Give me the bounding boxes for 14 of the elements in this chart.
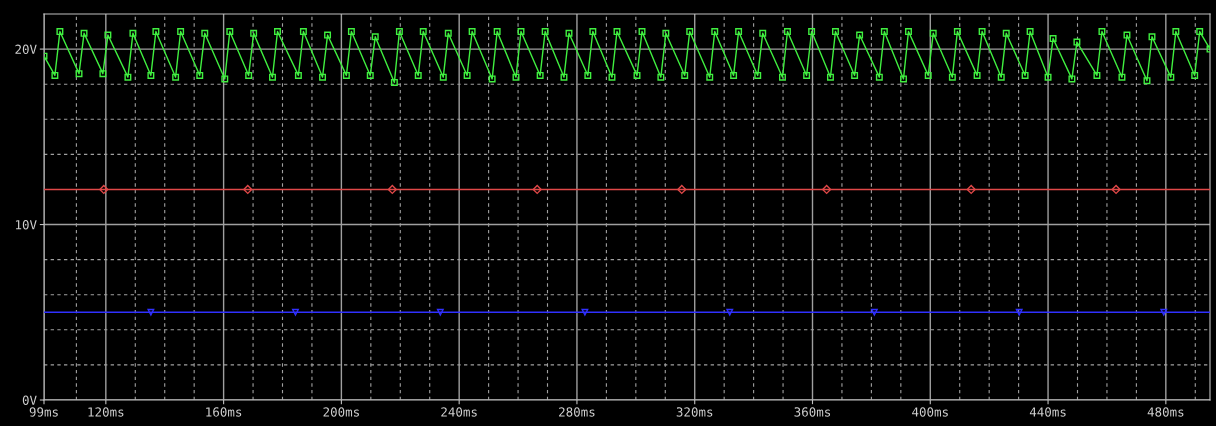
x-tick-label: 480ms [1147, 407, 1184, 417]
x-tick-label: 240ms [441, 407, 477, 417]
x-tick-label: 120ms [88, 407, 124, 417]
x-tick-label: 99ms [29, 407, 58, 417]
x-tick-label: 440ms [1029, 407, 1066, 417]
y-tick-label: 10V [15, 220, 37, 230]
y-tick-label: 20V [15, 44, 37, 55]
x-tick-label: 280ms [559, 407, 595, 417]
x-tick-label: 200ms [323, 407, 359, 417]
x-tick-label: 360ms [794, 407, 831, 417]
x-tick-label: 160ms [206, 407, 242, 417]
y-tick-label: 0V [22, 395, 37, 405]
x-tick-label: 400ms [912, 407, 948, 417]
x-tick-label: 320ms [676, 407, 713, 417]
